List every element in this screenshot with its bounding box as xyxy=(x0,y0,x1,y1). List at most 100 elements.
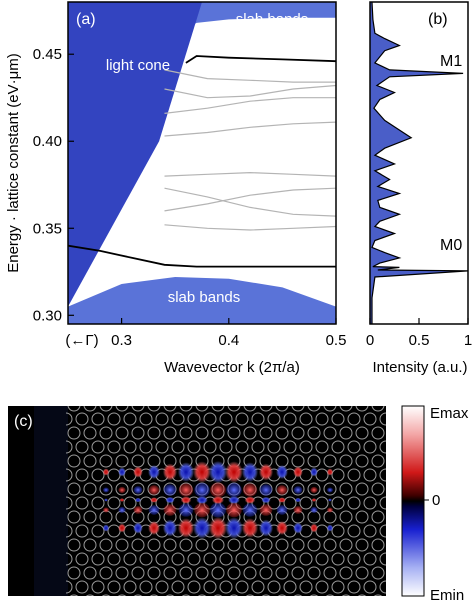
field-lobe xyxy=(148,465,160,479)
field-lobe xyxy=(276,485,288,495)
field-lobe xyxy=(311,498,317,502)
guided-band-1 xyxy=(68,244,336,268)
colorbar xyxy=(401,405,425,597)
y-tick-label: 0.30 xyxy=(33,307,62,324)
intensity-tick-label: 1 xyxy=(464,332,472,349)
field-lobe xyxy=(177,462,195,482)
field-lobe xyxy=(276,465,288,479)
field-lobe xyxy=(163,504,177,516)
spectrum-fill xyxy=(370,2,468,324)
slab-bands-bottom-region xyxy=(68,277,336,324)
field-lobe xyxy=(118,467,126,477)
y-axis-label: Energy · lattice constant (eV·μm) xyxy=(5,53,22,273)
field-lobe xyxy=(102,524,110,532)
field-lobe xyxy=(162,519,178,537)
x-tick-label: 0.4 xyxy=(218,332,239,349)
field-lobe xyxy=(148,521,160,535)
field-lobe xyxy=(295,497,301,503)
field-lobe xyxy=(177,518,195,538)
field-lobe xyxy=(328,498,332,502)
field-lobe xyxy=(162,463,178,481)
other-band-2 xyxy=(164,97,336,114)
field-lobe xyxy=(193,461,211,483)
field-lobe xyxy=(148,485,160,495)
field-lobe xyxy=(278,497,286,503)
field-lobe xyxy=(293,486,303,494)
field-lobe xyxy=(259,484,273,496)
field-lobe xyxy=(180,496,192,504)
field-lobe xyxy=(118,486,126,494)
other-bands xyxy=(164,69,336,231)
field-lobe xyxy=(210,502,226,518)
field-lobe xyxy=(276,505,288,515)
field-lobe xyxy=(241,462,259,482)
colorbar-min-label: Emin xyxy=(430,587,464,604)
field-lobe xyxy=(135,497,141,503)
mode-m0-label: M0 xyxy=(440,237,462,254)
intensity-tick-label: 0.5 xyxy=(409,332,430,349)
field-lobe xyxy=(209,517,227,539)
panel-c-label: (c) xyxy=(14,413,33,430)
y-tick-label: 0.45 xyxy=(33,46,62,63)
slab-bands-top-region xyxy=(180,2,336,32)
field-lobe xyxy=(133,522,143,534)
other-band-5 xyxy=(164,187,336,212)
other-band-3 xyxy=(164,121,336,137)
field-lobe xyxy=(119,498,125,502)
colorbar-max-label: Emax xyxy=(430,405,469,422)
field-lobe xyxy=(326,524,334,532)
field-lobe xyxy=(133,486,143,494)
field-lobe xyxy=(226,502,242,518)
field-lobe xyxy=(327,487,333,493)
field-lobe xyxy=(194,482,210,498)
other-band-6 xyxy=(164,187,336,217)
panel-b-label: (b) xyxy=(428,11,448,28)
field-lobe xyxy=(118,523,126,533)
band-diagram-panel: 0.30 0.35 0.40 0.45 0.3 0.4 0.5 (a) light cone… xyxy=(5,1,347,376)
cavity-field-pattern xyxy=(102,461,334,539)
field-lobe xyxy=(310,506,318,514)
waveguide-region xyxy=(34,406,68,596)
field-lobe xyxy=(178,483,194,497)
x-tick-label: 0.5 xyxy=(326,332,347,349)
field-lobe xyxy=(194,502,210,518)
field-lobe xyxy=(103,487,109,493)
other-band-7 xyxy=(164,224,336,231)
field-lobe xyxy=(258,463,274,481)
guided-band-0 xyxy=(185,55,336,64)
field-lobe xyxy=(163,484,177,496)
field-map-panel: (c) Emax 0 Emin xyxy=(8,405,469,604)
field-lobe xyxy=(104,498,108,502)
colorbar-zero-label: 0 xyxy=(432,492,440,509)
field-lobe xyxy=(196,496,208,504)
x-axis-label: Wavevector k (2π/a) xyxy=(164,359,300,376)
field-lobe xyxy=(276,521,288,535)
field-lobe xyxy=(241,518,259,538)
field-lobe xyxy=(148,505,160,515)
field-lobe xyxy=(103,507,109,513)
field-lobe xyxy=(242,503,258,517)
gamma-direction-label: (←Γ) xyxy=(65,332,98,349)
field-lobe xyxy=(178,503,194,517)
guided-bands xyxy=(68,55,336,268)
other-band-4 xyxy=(164,171,336,177)
field-lobe xyxy=(210,482,226,498)
intensity-tick-label: 0 xyxy=(366,332,374,349)
field-lobe xyxy=(310,486,318,494)
field-lobe xyxy=(244,496,256,504)
other-band-1 xyxy=(164,84,336,99)
field-lobe xyxy=(327,507,333,513)
field-lobe xyxy=(165,496,175,504)
slab-bands-top-label: slab bands xyxy=(236,11,309,28)
field-lobe xyxy=(228,496,240,504)
other-band-0 xyxy=(164,69,336,83)
field-lobe xyxy=(212,496,224,504)
field-lobe xyxy=(225,461,243,483)
field-lobe xyxy=(209,461,227,483)
field-lobe xyxy=(225,517,243,539)
y-tick-label: 0.35 xyxy=(33,220,62,237)
field-lobe xyxy=(258,519,274,537)
field-lobe xyxy=(133,466,143,478)
field-lobe xyxy=(293,466,303,478)
